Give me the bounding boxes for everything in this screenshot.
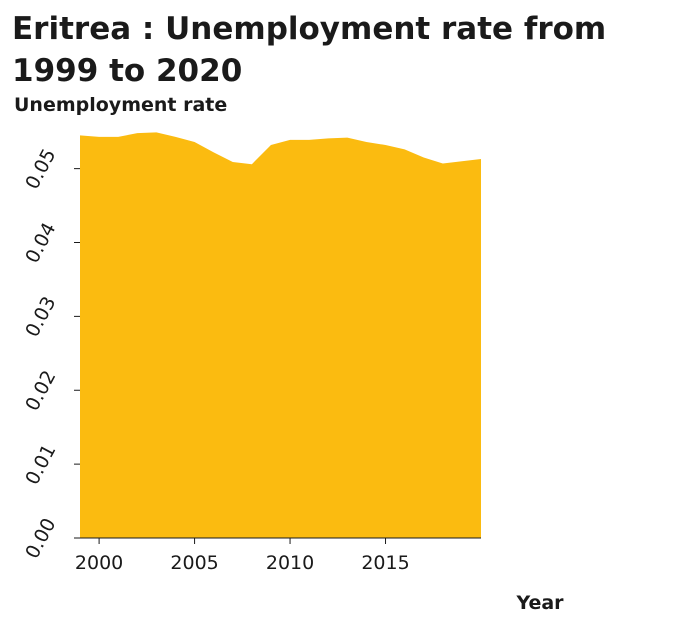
- x-tick-label: 2005: [170, 552, 218, 574]
- y-tick-label: 0.02: [21, 367, 60, 415]
- y-axis-label: Unemployment rate: [14, 94, 228, 116]
- chart-title: Eritrea : Unemployment rate from 1999 to…: [12, 11, 607, 89]
- y-ticks: 0.00 0.01 0.02 0.03 0.04 0.05: [21, 145, 80, 562]
- y-tick-label: 0.01: [21, 441, 60, 489]
- x-tick-label: 2015: [361, 552, 409, 574]
- x-tick-label: 2000: [75, 552, 123, 574]
- unemployment-area: [80, 132, 481, 538]
- x-tick-label: 2010: [266, 552, 314, 574]
- x-axis-label: Year: [516, 592, 564, 614]
- y-tick-label: 0.00: [21, 515, 60, 563]
- y-tick-label: 0.03: [21, 293, 60, 341]
- x-axis-label-wrap: Year: [0, 592, 565, 614]
- y-tick-label: 0.05: [21, 145, 60, 193]
- x-ticks: 2000 2005 2010 2015: [75, 538, 410, 574]
- y-tick-label: 0.04: [21, 219, 60, 267]
